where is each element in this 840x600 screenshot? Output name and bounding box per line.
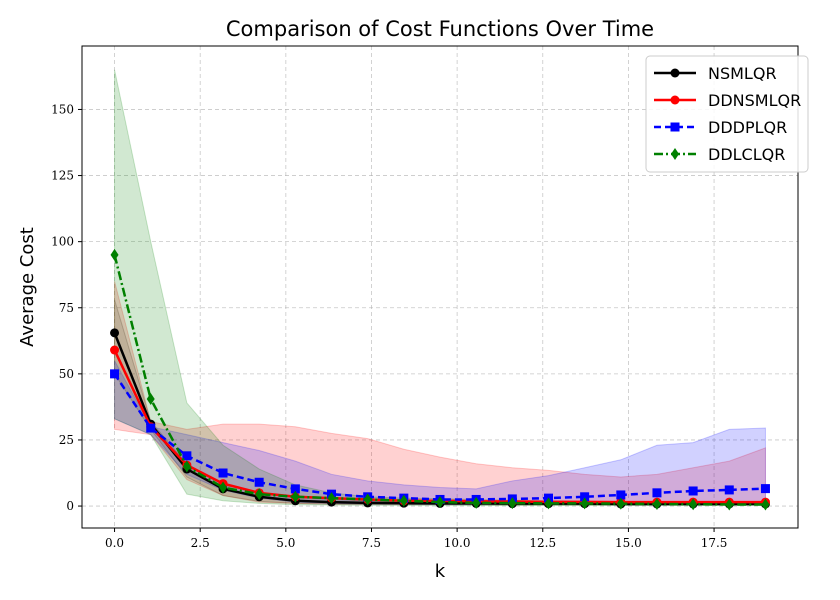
data-point: [146, 392, 155, 405]
legend-label: DDLCLQR: [708, 145, 785, 164]
data-point: [760, 484, 770, 494]
legend-marker: [671, 148, 679, 160]
x-axis-label: k: [435, 561, 446, 582]
y-tick-label: 0: [66, 499, 74, 513]
data-point: [146, 423, 156, 433]
y-tick-label: 100: [51, 235, 74, 249]
y-axis-label: Average Cost: [17, 227, 38, 347]
data-point: [652, 497, 661, 510]
y-tick-label: 125: [51, 169, 74, 183]
data-point: [761, 498, 770, 511]
data-point: [436, 496, 444, 509]
data-point: [182, 460, 191, 473]
data-point: [652, 488, 662, 498]
data-point: [363, 493, 372, 506]
legend-item: DDLCLQR: [654, 145, 785, 164]
legend-label: DDNSMLQR: [708, 91, 801, 110]
legend-item: NSMLQR: [654, 64, 777, 83]
data-point: [110, 328, 120, 338]
legend-marker: [670, 122, 680, 132]
data-point: [218, 468, 228, 478]
x-tick-label: 15.0: [615, 536, 642, 550]
x-tick-label: 2.5: [191, 536, 210, 550]
data-point: [291, 490, 300, 503]
x-tick-label: 10.0: [444, 536, 471, 550]
series-ddlclqr: [110, 248, 770, 511]
data-point: [724, 485, 734, 495]
plot-frame: [81, 45, 799, 529]
data-point: [580, 497, 589, 510]
data-point: [616, 490, 626, 500]
data-point: [544, 497, 553, 510]
data-point: [472, 496, 481, 509]
data-point: [688, 486, 698, 496]
data-point: [508, 497, 517, 510]
y-tick-label: 25: [59, 433, 74, 447]
legend: NSMLQR DDNSMLQR DDDPLQR DDLCLQR: [645, 55, 809, 173]
x-tick-label: 17.5: [701, 536, 728, 550]
data-point: [290, 484, 300, 494]
data-point: [725, 498, 734, 511]
y-tick-label: 150: [51, 102, 74, 116]
y-tick-label: 75: [59, 301, 74, 315]
legend-marker: [670, 68, 680, 78]
data-point: [219, 481, 228, 494]
data-point: [689, 498, 698, 511]
x-tick-label: 7.5: [362, 536, 381, 550]
legend-item: DDNSMLQR: [654, 91, 801, 110]
legend-label: DDDPLQR: [708, 118, 787, 137]
y-tick-label: 50: [59, 367, 74, 381]
data-point: [110, 345, 120, 355]
chart-title: Comparison of Cost Functions Over Time: [226, 17, 654, 41]
legend-box: [645, 55, 809, 173]
data-point: [182, 451, 192, 461]
legend-marker: [670, 95, 680, 105]
x-tick-label: 0.0: [105, 536, 124, 550]
data-point: [327, 492, 336, 505]
data-point: [110, 248, 119, 261]
data-point: [110, 369, 120, 379]
x-tick-label: 12.5: [529, 536, 556, 550]
data-point: [255, 488, 264, 501]
data-point: [399, 494, 408, 507]
legend-item: DDDPLQR: [654, 118, 787, 137]
legend-label: NSMLQR: [708, 64, 777, 83]
data-point: [254, 477, 264, 487]
data-point: [580, 492, 590, 502]
data-point: [616, 497, 625, 510]
x-tick-label: 5.0: [276, 536, 295, 550]
